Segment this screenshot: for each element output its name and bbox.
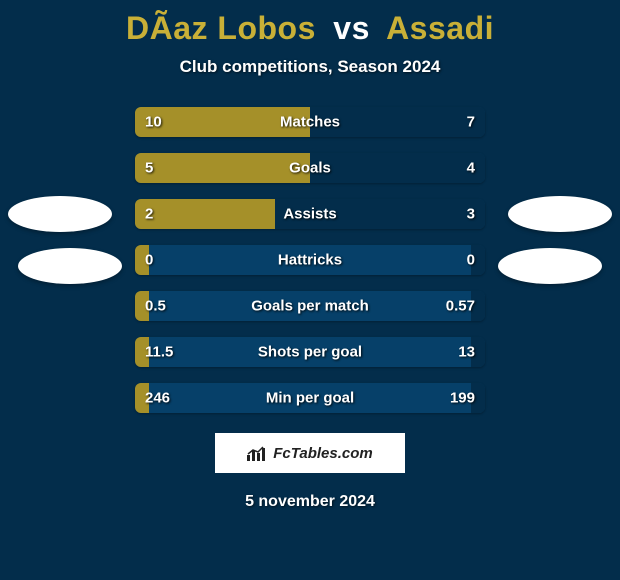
stat-label: Goals [289,160,331,177]
stat-value-right: 0.57 [446,298,475,315]
stat-value-left: 5 [145,160,153,177]
stat-value-left: 0.5 [145,298,166,315]
chart-icon [247,445,269,461]
player1-name: DÃ­az Lobos [126,10,316,46]
stat-row: 246 199 Min per goal [135,383,485,413]
date: 5 november 2024 [0,493,620,511]
stat-value-left: 2 [145,206,153,223]
stat-value-right: 3 [467,206,475,223]
vs-text: vs [333,10,370,46]
watermark-text: FcTables.com [273,445,372,462]
stat-fill-right [310,153,485,183]
stat-label: Hattricks [278,252,342,269]
player2-avatar-bottom [498,248,602,284]
player1-avatar-top [8,196,112,232]
player1-avatar-bottom [18,248,122,284]
stat-fill-left [135,199,275,229]
stat-label: Shots per goal [258,344,362,361]
stat-label: Assists [283,206,336,223]
stat-row: 10 7 Matches [135,107,485,137]
stat-value-left: 10 [145,114,162,131]
stat-value-right: 13 [458,344,475,361]
stat-value-left: 246 [145,390,170,407]
stat-row: 0.5 0.57 Goals per match [135,291,485,321]
stat-row: 5 4 Goals [135,153,485,183]
stat-label: Matches [280,114,340,131]
player2-avatar-top [508,196,612,232]
watermark: FcTables.com [215,433,405,473]
stat-fill-left [135,153,310,183]
stat-value-right: 4 [467,160,475,177]
comparison-title: DÃ­az Lobos vs Assadi [0,0,620,47]
player2-name: Assadi [386,10,494,46]
stat-row: 2 3 Assists [135,199,485,229]
stat-value-left: 0 [145,252,153,269]
stat-row: 0 0 Hattricks [135,245,485,275]
stat-label: Goals per match [251,298,369,315]
stat-value-left: 11.5 [145,344,173,361]
stat-value-right: 7 [467,114,475,131]
stat-row: 11.5 13 Shots per goal [135,337,485,367]
stat-value-right: 199 [450,390,475,407]
stats-container: 10 7 Matches 5 4 Goals 2 3 Assists 0 0 Hattricks 0.5… [135,107,485,413]
subtitle: Club competitions, Season 2024 [0,57,620,77]
stat-label: Min per goal [266,390,354,407]
stat-value-right: 0 [467,252,475,269]
